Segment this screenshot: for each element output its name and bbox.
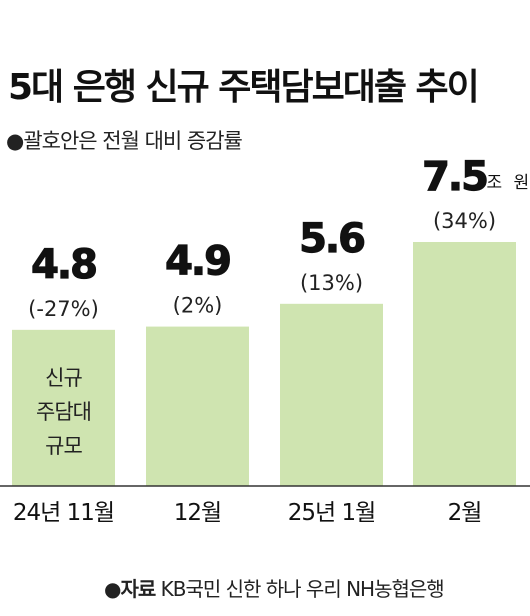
bar-annotation-line-2: 주담대 bbox=[36, 400, 91, 424]
value-label-2: 4.9 bbox=[165, 239, 230, 285]
bar-3 bbox=[280, 303, 383, 486]
source-note: ●자료 KB국민 신한 하나 우리 NH농협은행 bbox=[104, 573, 445, 602]
change-label-2: (2%) bbox=[173, 294, 223, 318]
category-label-3: 25년 1월 bbox=[288, 500, 376, 526]
value-label-3: 5.6 bbox=[299, 216, 364, 262]
change-label-4: (34%) bbox=[433, 209, 496, 233]
category-label-4: 2월 bbox=[448, 500, 482, 526]
bar-annotation-line-1: 신규 bbox=[45, 366, 82, 390]
unit-label: 조 원 bbox=[487, 173, 530, 193]
bar-2 bbox=[146, 326, 249, 486]
category-label-1: 24년 11월 bbox=[13, 500, 114, 526]
value-label-4: 7.5 bbox=[422, 154, 487, 200]
chart-title: 5대 은행 신규 주택담보대출 추이 bbox=[8, 67, 480, 108]
change-label-3: (13%) bbox=[300, 271, 363, 295]
bar-annotation-line-3: 규모 bbox=[45, 434, 82, 458]
source-text: KB국민 신한 하나 우리 NH농협은행 bbox=[160, 577, 445, 601]
change-label-1: (-27%) bbox=[28, 297, 99, 321]
category-label-2: 12월 bbox=[174, 500, 221, 526]
source-label: ●자료 bbox=[104, 577, 156, 601]
bar-4 bbox=[413, 242, 516, 486]
bar-1 bbox=[12, 329, 115, 486]
chart-subtitle: ●괄호안은 전월 대비 증감률 bbox=[6, 129, 243, 153]
value-label-1: 4.8 bbox=[31, 242, 96, 288]
